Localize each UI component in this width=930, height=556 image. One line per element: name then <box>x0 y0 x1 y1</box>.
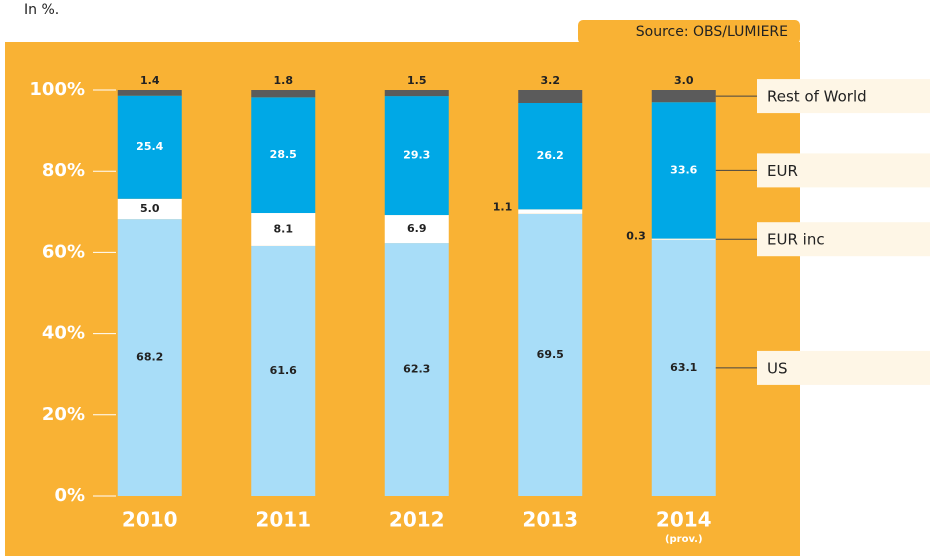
x-tick-label: 2012 <box>389 508 445 532</box>
value-label: 62.3 <box>403 363 430 376</box>
value-label: 29.3 <box>403 149 430 162</box>
value-label: 25.4 <box>136 140 163 153</box>
value-label: 1.8 <box>274 74 294 87</box>
value-label: 61.6 <box>270 364 297 377</box>
bar-segment <box>518 102 583 210</box>
value-label: 3.2 <box>541 74 561 87</box>
y-tick-label: 80% <box>42 160 85 181</box>
bar-segment <box>518 209 583 214</box>
bar-segment <box>251 213 316 246</box>
value-label: 1.5 <box>407 74 427 87</box>
bar-segment <box>651 90 716 103</box>
bar-segment <box>251 97 316 214</box>
source: Source: OBS/LUMIERE <box>636 24 788 40</box>
legend-box <box>757 222 930 257</box>
value-label: 8.1 <box>274 222 294 235</box>
bar-segment <box>251 90 316 98</box>
y-tick-label: 0% <box>54 485 85 506</box>
value-label: 5.0 <box>140 202 160 215</box>
value-label: 63.1 <box>670 361 697 374</box>
bar-segment <box>117 219 182 496</box>
legend-box <box>757 79 930 114</box>
value-label: 26.2 <box>537 149 564 162</box>
source-tab <box>578 20 800 44</box>
legend-label: EUR <box>767 162 798 180</box>
bar-segment <box>384 90 449 97</box>
value-label: 6.9 <box>407 222 427 235</box>
bar-segment <box>117 90 182 96</box>
y-tick-label: 100% <box>29 79 85 100</box>
bar-segment <box>117 95 182 199</box>
value-label: 1.4 <box>140 74 160 87</box>
bar-segment <box>117 198 182 220</box>
value-label: 33.6 <box>670 163 697 176</box>
legend-label: EUR inc <box>767 231 825 249</box>
bar-segment <box>651 102 716 239</box>
value-label: 0.3 <box>626 230 646 243</box>
bar-segment <box>384 96 449 216</box>
bar-segment <box>518 213 583 496</box>
bar-segment <box>384 215 449 244</box>
y-tick-label: 40% <box>42 323 85 344</box>
value-label: 3.0 <box>674 74 694 87</box>
x-tick-label: 2010 <box>122 508 178 532</box>
y-tick-label: 20% <box>42 404 85 425</box>
value-label: 28.5 <box>270 148 297 161</box>
value-label: 68.2 <box>136 351 163 364</box>
x-tick-label: 2013 <box>522 508 578 532</box>
bar-segment <box>251 245 316 496</box>
annotation: (prov.) <box>665 534 703 545</box>
bar-segment <box>518 90 583 103</box>
legend-box <box>757 350 930 385</box>
value-label: 1.1 <box>493 200 513 213</box>
bar-segment <box>384 243 449 496</box>
legend-label: US <box>767 359 788 377</box>
value-label: 69.5 <box>537 348 564 361</box>
subtitle: In %. <box>24 2 59 18</box>
bar-segment <box>651 238 716 240</box>
x-tick-label: 2011 <box>255 508 311 532</box>
legend-box <box>757 153 930 188</box>
x-tick-label: 2014 <box>656 508 712 532</box>
y-tick-label: 60% <box>42 241 85 262</box>
legend-label: Rest of World <box>767 88 867 106</box>
bar-segment <box>651 239 716 496</box>
